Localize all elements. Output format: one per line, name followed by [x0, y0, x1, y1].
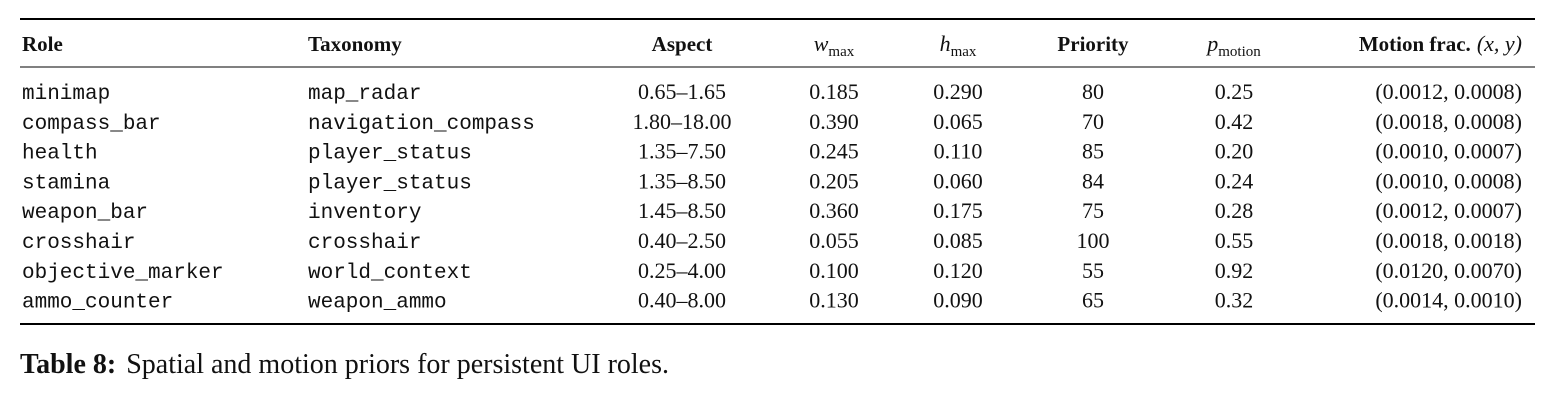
table-cell: 85 [1082, 139, 1104, 164]
table-cell: (0.0010, 0.0007) [1375, 139, 1522, 164]
table-cell: 0.390 [809, 109, 859, 134]
table-cell: 75 [1082, 198, 1104, 223]
table-cell: 0.65–1.65 [638, 79, 726, 104]
header-cell: hmax [940, 31, 977, 60]
header-cell: Motion frac. (x, y) [1359, 31, 1522, 56]
caption-text: Spatial and motion priors for persistent… [126, 349, 669, 380]
table-cell: crosshair [22, 232, 135, 255]
table-cell: 70 [1082, 109, 1104, 134]
table-cell: 84 [1082, 168, 1104, 193]
table-cell: navigation_compass [308, 113, 535, 136]
table-cell: 1.80–18.00 [633, 109, 732, 134]
table-cell: 0.360 [809, 198, 859, 223]
table-cell: 0.40–8.00 [638, 288, 726, 313]
table-cell: health [22, 143, 98, 166]
header-cell: Role [22, 32, 63, 56]
table-cell: 0.25 [1215, 79, 1254, 104]
table-cell: world_context [308, 262, 472, 285]
header-cell: Taxonomy [308, 32, 402, 56]
table-cell: ammo_counter [22, 292, 173, 315]
table-cell: 0.065 [933, 109, 983, 134]
table-cell: 1.35–7.50 [638, 139, 726, 164]
table-cell: inventory [308, 202, 421, 225]
table-cell: 0.290 [933, 79, 983, 104]
header-cell: Aspect [652, 32, 713, 56]
table-cell: compass_bar [22, 113, 161, 136]
table-cell: 0.55 [1215, 228, 1254, 253]
table-cell: 0.92 [1215, 258, 1254, 283]
table-cell: (0.0012, 0.0007) [1375, 198, 1522, 223]
header-subscript: motion [1218, 44, 1261, 60]
table-cell: 0.110 [934, 139, 983, 164]
table-cell: crosshair [308, 232, 421, 255]
table-cell: 0.24 [1215, 168, 1254, 193]
table-cell: map_radar [308, 83, 421, 106]
table-cell: (0.0014, 0.0010) [1375, 288, 1522, 313]
table-cell: weapon_bar [22, 202, 148, 225]
table-cell: stamina [22, 172, 110, 195]
table-cell: (0.0120, 0.0070) [1375, 258, 1522, 283]
table-cell: 1.35–8.50 [638, 168, 726, 193]
table-cell: 0.120 [933, 258, 983, 283]
table-cell: 0.130 [809, 288, 859, 313]
table-cell: 1.45–8.50 [638, 198, 726, 223]
table-cell: minimap [22, 83, 110, 106]
table-cell: player_status [308, 143, 472, 166]
table-cell: (0.0018, 0.0018) [1375, 228, 1522, 253]
table-cell: (0.0012, 0.0008) [1375, 79, 1522, 104]
table-cell: 0.090 [933, 288, 983, 313]
table-cell: 0.100 [809, 258, 859, 283]
table-cell: 0.060 [933, 168, 983, 193]
table-cell: 100 [1077, 228, 1110, 253]
table-cell: 0.085 [933, 228, 983, 253]
header-cell: Priority [1057, 32, 1129, 56]
table-cell: objective_marker [22, 262, 224, 285]
table-cell: 0.40–2.50 [638, 228, 726, 253]
header-cell: pmotion [1205, 31, 1261, 60]
table-cell: 0.185 [809, 79, 859, 104]
table-cell: 0.25–4.00 [638, 258, 726, 283]
header-subscript: max [828, 44, 854, 60]
caption: Table 8: Spatial and motion priors for p… [20, 349, 669, 380]
header-math: w [814, 31, 829, 56]
header-subscript: max [951, 44, 977, 60]
table-cell: player_status [308, 172, 472, 195]
header-math: (x, y) [1477, 31, 1522, 56]
table-cell: 0.28 [1215, 198, 1254, 223]
caption-label: Table 8: [20, 349, 116, 380]
table-cell: 0.42 [1215, 109, 1254, 134]
table-cell: 0.055 [809, 228, 859, 253]
table-cell: weapon_ammo [308, 292, 447, 315]
header-math: p [1205, 31, 1218, 56]
header-cell: wmax [814, 31, 855, 60]
table-cell: 65 [1082, 288, 1104, 313]
table-cell: 80 [1082, 79, 1104, 104]
header-math: h [940, 31, 951, 56]
header-text: Motion frac. [1359, 32, 1471, 56]
table-cell: 0.32 [1215, 288, 1254, 313]
table-cell: (0.0010, 0.0008) [1375, 168, 1522, 193]
table-cell: 0.20 [1215, 139, 1254, 164]
table-cell: 0.245 [809, 139, 859, 164]
table-cell: 0.175 [933, 198, 983, 223]
table-cell: 0.205 [809, 168, 859, 193]
table-cell: (0.0018, 0.0008) [1375, 109, 1522, 134]
table-cell: 55 [1082, 258, 1104, 283]
